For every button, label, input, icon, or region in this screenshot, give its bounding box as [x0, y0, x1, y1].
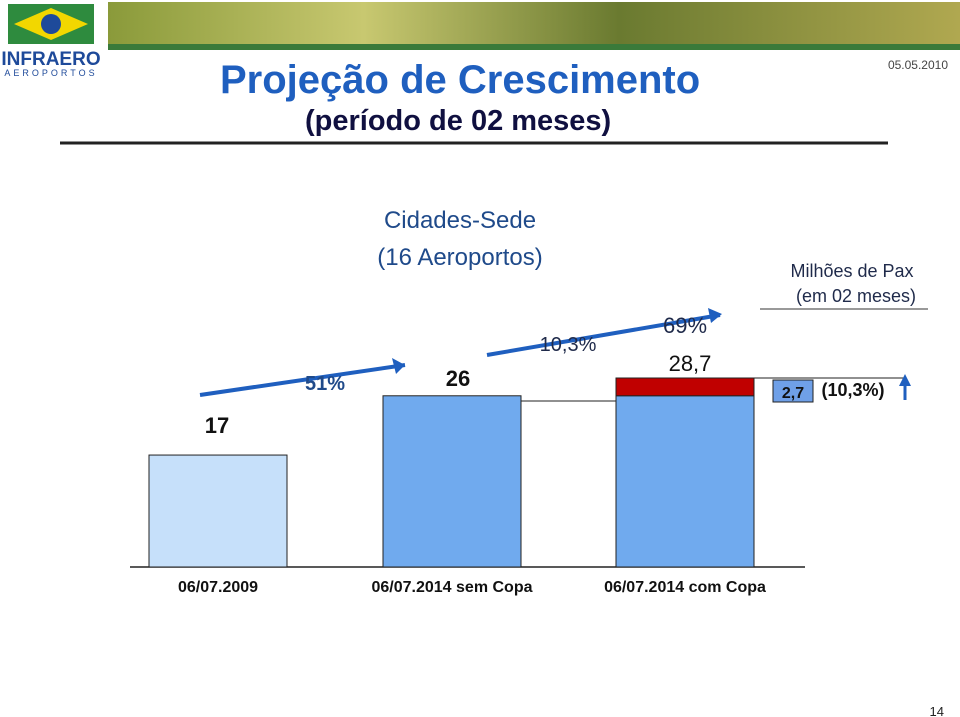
chart-subtitle: (16 Aeroportos) — [377, 244, 542, 271]
slide-title: Projeção de Crescimento — [220, 58, 700, 102]
unit-sublabel: (em 02 meses) — [796, 286, 916, 306]
arrow-head — [708, 308, 722, 323]
growth-arrow — [486, 313, 721, 357]
growth-annotation: 69% — [663, 313, 707, 338]
unit-label: Milhões de Pax — [790, 261, 913, 281]
growth-annotation: 10,3% — [540, 334, 597, 356]
segment-label: 2,7 — [782, 385, 804, 402]
logo-globe — [41, 14, 61, 34]
total-label: 17 — [205, 413, 229, 438]
growth-annotation: (10,3%) — [821, 380, 884, 400]
total-label: 26 — [446, 366, 470, 391]
delta-box — [772, 379, 814, 403]
photo-strip — [108, 2, 960, 44]
bar-segment — [615, 377, 755, 397]
x-tick-label: 06/07.2014 com Copa — [604, 579, 766, 596]
arrow-head — [392, 358, 405, 374]
growth-arrow — [199, 363, 406, 397]
slide-subtitle: (período de 02 meses) — [305, 105, 611, 137]
bar-segment — [615, 395, 755, 568]
bar-segment — [148, 454, 288, 568]
date: 05.05.2010 — [888, 58, 948, 72]
page-number: 14 — [930, 704, 944, 717]
x-tick-label: 06/07.2014 sem Copa — [372, 579, 533, 596]
logo-sub: AEROPORTOS — [4, 68, 97, 78]
total-label: 28,7 — [669, 351, 712, 376]
logo-name: INFRAERO — [1, 49, 100, 70]
bar-segment — [382, 395, 522, 568]
green-band — [108, 44, 960, 50]
arrow-head — [899, 374, 911, 386]
chart-title: Cidades-Sede — [384, 207, 536, 234]
x-tick-label: 06/07.2009 — [178, 579, 258, 596]
growth-annotation: 51% — [305, 373, 345, 395]
